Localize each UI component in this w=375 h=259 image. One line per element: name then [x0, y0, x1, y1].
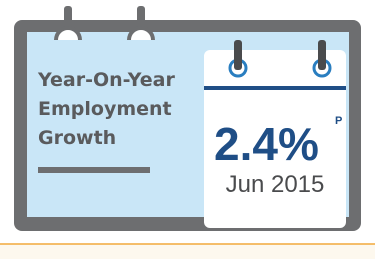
widget: Year-On-Year Employment Growth 2.4% P Ju…	[0, 0, 375, 259]
value: 2.4%	[214, 118, 319, 170]
title-line: Employment	[38, 98, 172, 120]
title-line: Year-On-Year	[37, 69, 175, 91]
title-underline	[38, 167, 150, 173]
date: Jun 2015	[226, 171, 325, 198]
title-line: Growth	[38, 127, 116, 149]
footer-strip	[0, 244, 375, 259]
calendar-band	[204, 86, 346, 90]
flag: P	[335, 115, 342, 127]
